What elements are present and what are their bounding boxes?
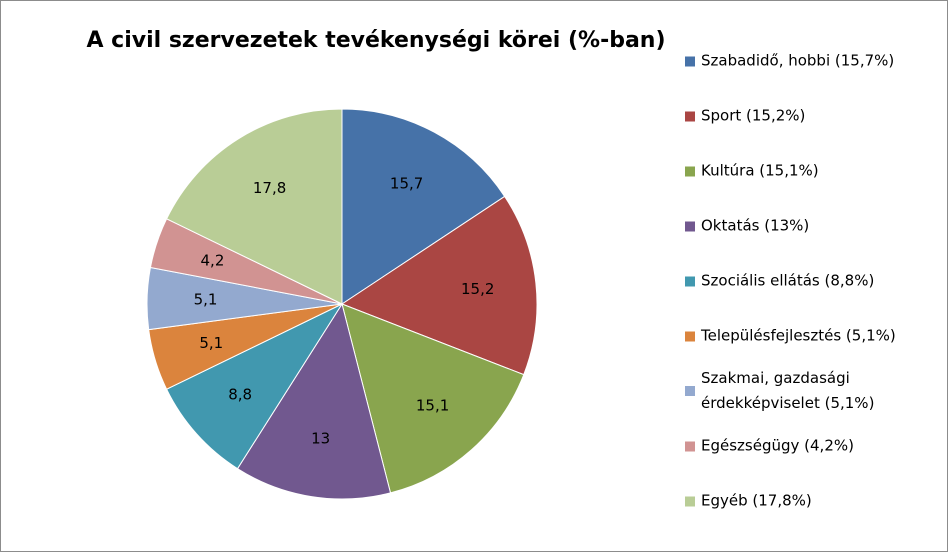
legend-label: Szociális ellátás (8,8%) (701, 271, 875, 290)
legend-item: Oktatás (13%) (685, 214, 930, 239)
legend-label: Egyéb (17,8%) (701, 491, 812, 510)
data-label: 15,1 (416, 397, 449, 415)
legend-swatch (685, 166, 695, 176)
legend-item: Szociális ellátás (8,8%) (685, 269, 930, 294)
data-label: 5,1 (194, 291, 218, 309)
legend-item: Sport (15,2%) (685, 104, 930, 129)
legend-label: Településfejlesztés (5,1%) (701, 326, 896, 345)
legend-swatch (685, 386, 695, 396)
legend-swatch (685, 276, 695, 286)
data-label: 17,8 (253, 179, 286, 197)
data-label: 15,2 (461, 280, 494, 298)
data-label: 4,2 (201, 252, 225, 270)
legend-item: Egyéb (17,8%) (685, 489, 930, 514)
legend-label: Sport (15,2%) (701, 106, 806, 125)
data-label: 15,7 (390, 174, 423, 192)
data-label: 5,1 (199, 334, 223, 352)
pie-slice (341, 303, 525, 494)
legend-swatch (685, 496, 695, 506)
legend-label: Egészségügy (4,2%) (701, 436, 854, 455)
pie-slice (165, 108, 343, 305)
legend-label: Kultúra (15,1%) (701, 161, 819, 180)
legend-label: Oktatás (13%) (701, 216, 810, 235)
legend-swatch (685, 441, 695, 451)
pie-slice (340, 195, 538, 376)
legend-item: Szabadidő, hobbi (15,7%) (685, 49, 930, 74)
legend-label: Szabadidő, hobbi (15,7%) (701, 51, 895, 70)
pie-slice (236, 302, 392, 500)
legend-item: Szakmai, gazdasági érdekképviselet (5,1%… (685, 366, 930, 416)
chart-title: A civil szervezetek tevékenységi körei (… (86, 28, 665, 53)
legend-item: Egészségügy (4,2%) (685, 434, 930, 459)
data-label: 13 (311, 429, 330, 447)
legend-label: Szakmai, gazdasági érdekképviselet (5,1%… (701, 369, 875, 412)
legend-item: Településfejlesztés (5,1%) (685, 324, 930, 349)
data-label: 8,8 (228, 385, 252, 403)
pie-slice (165, 302, 344, 470)
legend-swatch (685, 221, 695, 231)
pie-slice (341, 108, 506, 305)
legend-swatch (685, 56, 695, 66)
legend-item: Kultúra (15,1%) (685, 159, 930, 184)
legend-swatch (685, 331, 695, 341)
legend-swatch (685, 111, 695, 121)
